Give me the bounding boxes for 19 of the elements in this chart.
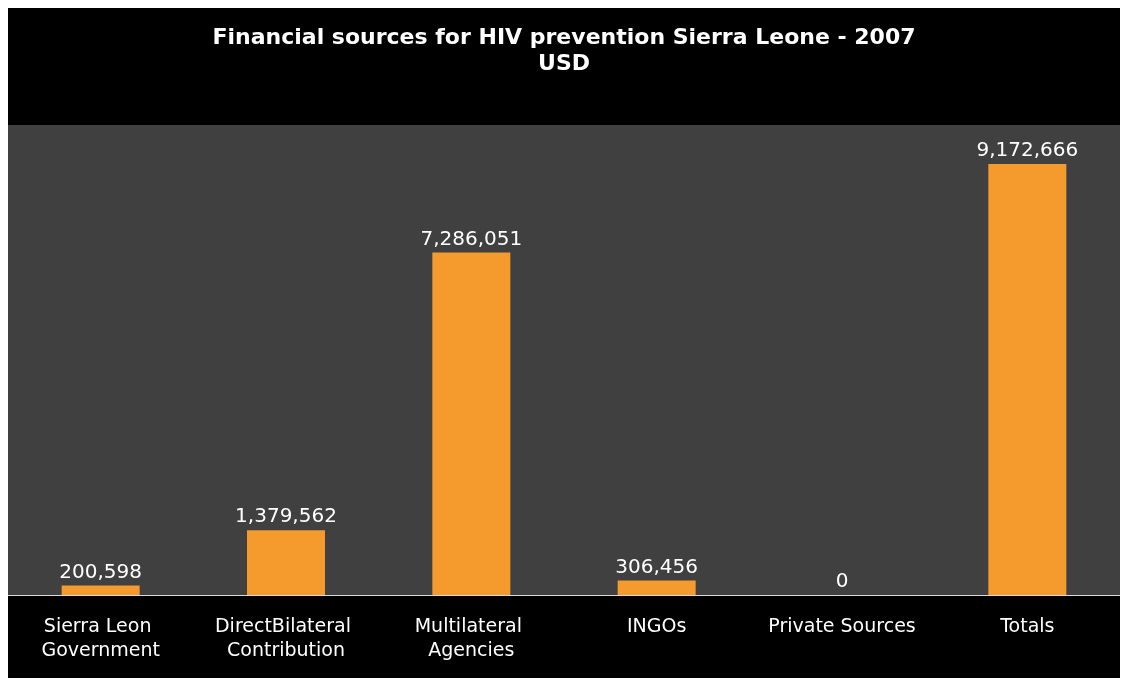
x-tick-label: DirectBilateral Contribution — [214, 614, 358, 660]
x-tick-label: Private Sources — [768, 614, 916, 636]
bar — [432, 252, 511, 595]
data-label: 200,598 — [59, 558, 143, 583]
data-label: 0 — [835, 568, 849, 592]
bar — [247, 530, 325, 595]
bar — [61, 585, 140, 595]
x-tick-label: INGOs — [626, 614, 687, 636]
chart-title: Financial sources for HIV prevention Sierra Leone - 2007 — [212, 23, 916, 49]
bar — [617, 580, 696, 595]
x-tick-label: Totals — [999, 614, 1055, 636]
data-label: 1,379,562 — [235, 503, 337, 528]
bar — [988, 163, 1067, 595]
x-tick-label: Sierra Leon Government — [41, 614, 160, 660]
data-label: 7,286,051 — [420, 225, 523, 250]
chart-subtitle: USD — [538, 49, 590, 75]
data-label: 9,172,666 — [976, 136, 1079, 161]
data-label: 306,456 — [615, 553, 699, 578]
x-tick-label: Multilateral Agencies — [414, 614, 528, 660]
